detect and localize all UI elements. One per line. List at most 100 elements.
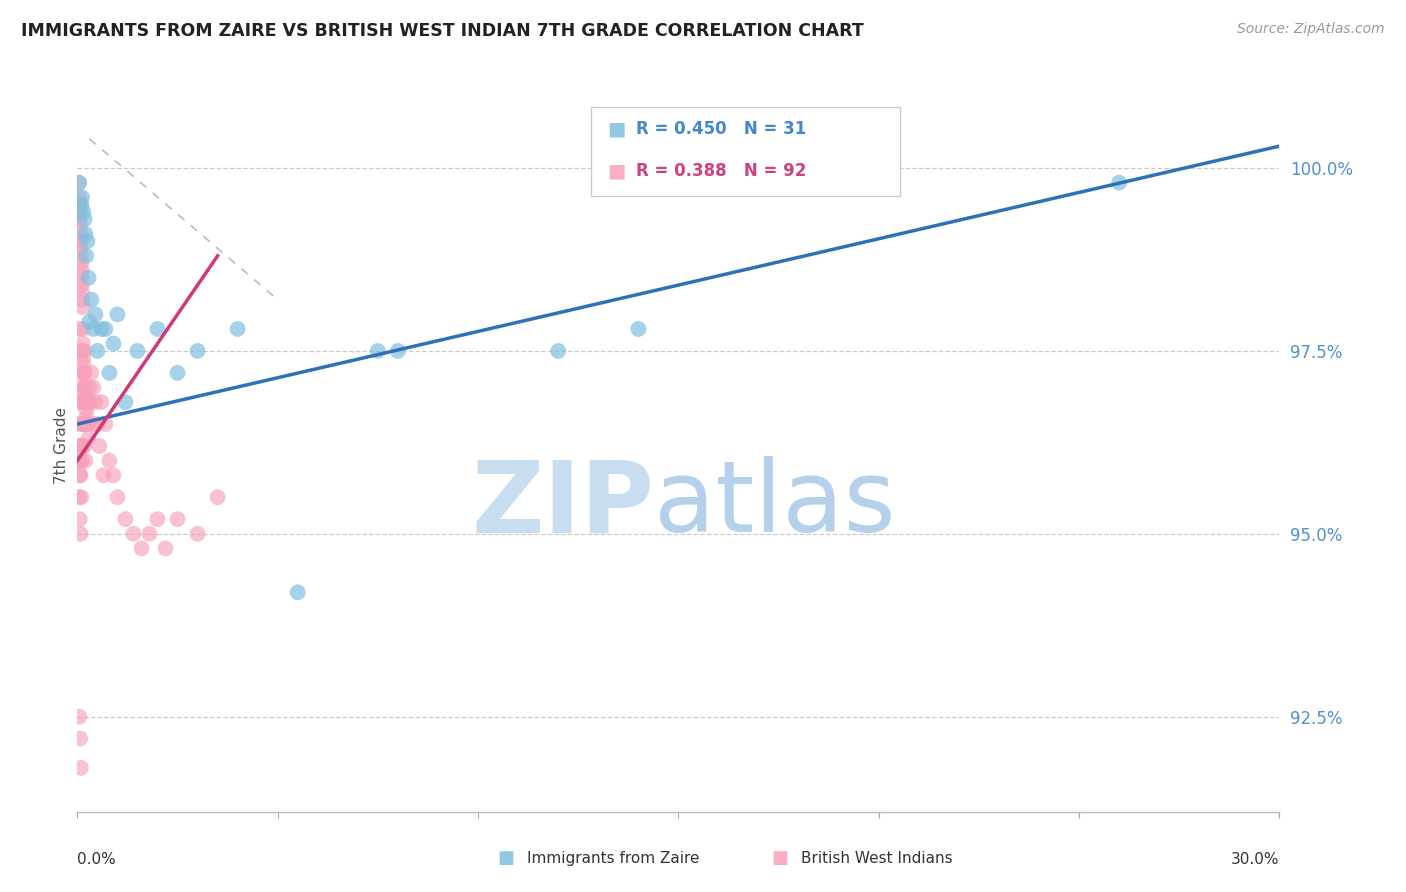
Point xyxy=(84,307,107,321)
Point xyxy=(70,490,93,504)
Point xyxy=(75,417,97,431)
Point xyxy=(69,526,91,541)
Point xyxy=(69,468,91,483)
Point xyxy=(80,293,103,307)
Text: 30.0%: 30.0% xyxy=(1232,852,1279,867)
Point xyxy=(70,380,93,394)
Point xyxy=(387,343,409,358)
Point xyxy=(90,322,112,336)
Point xyxy=(82,417,104,431)
Text: ■: ■ xyxy=(498,849,515,867)
Point xyxy=(69,227,91,241)
Point xyxy=(131,541,153,556)
Point xyxy=(82,322,104,336)
Text: British West Indians: British West Indians xyxy=(801,851,953,865)
Point xyxy=(69,234,91,248)
Point xyxy=(93,468,115,483)
Point xyxy=(72,417,94,431)
Point xyxy=(67,197,90,211)
Point xyxy=(70,234,93,248)
Point xyxy=(73,439,96,453)
Point xyxy=(70,197,93,211)
Point xyxy=(547,343,569,358)
Point xyxy=(75,388,97,402)
Point xyxy=(75,402,97,417)
Point xyxy=(114,395,136,409)
Point xyxy=(69,512,91,526)
Point xyxy=(70,256,93,270)
Point xyxy=(107,307,129,321)
Point xyxy=(207,490,229,504)
Text: ZIP: ZIP xyxy=(471,456,654,553)
Point xyxy=(79,395,101,409)
Point xyxy=(69,219,91,234)
Point xyxy=(69,468,91,483)
Point xyxy=(70,190,93,204)
Point xyxy=(69,343,91,358)
Point xyxy=(75,395,97,409)
Point xyxy=(69,731,91,746)
Point xyxy=(67,176,90,190)
Point xyxy=(72,300,94,314)
Point xyxy=(73,417,96,431)
Point xyxy=(89,439,111,453)
Point xyxy=(67,322,90,336)
Point xyxy=(72,351,94,366)
Text: Immigrants from Zaire: Immigrants from Zaire xyxy=(527,851,700,865)
Text: atlas: atlas xyxy=(654,456,896,553)
Point xyxy=(146,512,169,526)
Point xyxy=(94,417,117,431)
Point xyxy=(67,197,90,211)
Point xyxy=(70,285,93,300)
Point xyxy=(73,212,96,227)
Point xyxy=(70,761,93,775)
Point xyxy=(98,453,121,467)
Point xyxy=(76,417,98,431)
Point xyxy=(72,417,94,431)
Point xyxy=(98,366,121,380)
Point xyxy=(77,432,100,446)
Point xyxy=(67,190,90,204)
Point xyxy=(70,395,93,409)
Point xyxy=(70,453,93,467)
Point xyxy=(114,512,136,526)
Point xyxy=(67,417,90,431)
Point xyxy=(69,439,91,453)
Point xyxy=(82,380,104,394)
Point xyxy=(186,526,209,541)
Point xyxy=(67,490,90,504)
Point xyxy=(86,417,108,431)
Text: ■: ■ xyxy=(607,161,626,181)
Point xyxy=(155,541,177,556)
Point xyxy=(367,343,389,358)
Point xyxy=(70,293,93,307)
Point xyxy=(75,249,97,263)
Point xyxy=(72,343,94,358)
Point xyxy=(86,343,108,358)
Point xyxy=(76,417,98,431)
Point xyxy=(69,205,91,219)
Point xyxy=(70,270,93,285)
Point xyxy=(90,395,112,409)
Point xyxy=(75,453,97,467)
Point xyxy=(69,242,91,256)
Point xyxy=(69,439,91,453)
Text: IMMIGRANTS FROM ZAIRE VS BRITISH WEST INDIAN 7TH GRADE CORRELATION CHART: IMMIGRANTS FROM ZAIRE VS BRITISH WEST IN… xyxy=(21,22,863,40)
Point xyxy=(146,322,169,336)
Point xyxy=(70,278,93,293)
Point xyxy=(226,322,249,336)
Text: R = 0.388   N = 92: R = 0.388 N = 92 xyxy=(636,162,806,180)
Point xyxy=(138,526,160,541)
Point xyxy=(70,249,93,263)
Point xyxy=(72,205,94,219)
Point xyxy=(166,512,188,526)
Point xyxy=(127,343,149,358)
Point xyxy=(67,453,90,467)
Point xyxy=(70,439,93,453)
Point xyxy=(75,395,97,409)
Text: Source: ZipAtlas.com: Source: ZipAtlas.com xyxy=(1237,22,1385,37)
Point xyxy=(72,336,94,351)
Y-axis label: 7th Grade: 7th Grade xyxy=(53,408,69,484)
Point xyxy=(79,380,101,394)
Point xyxy=(67,176,90,190)
